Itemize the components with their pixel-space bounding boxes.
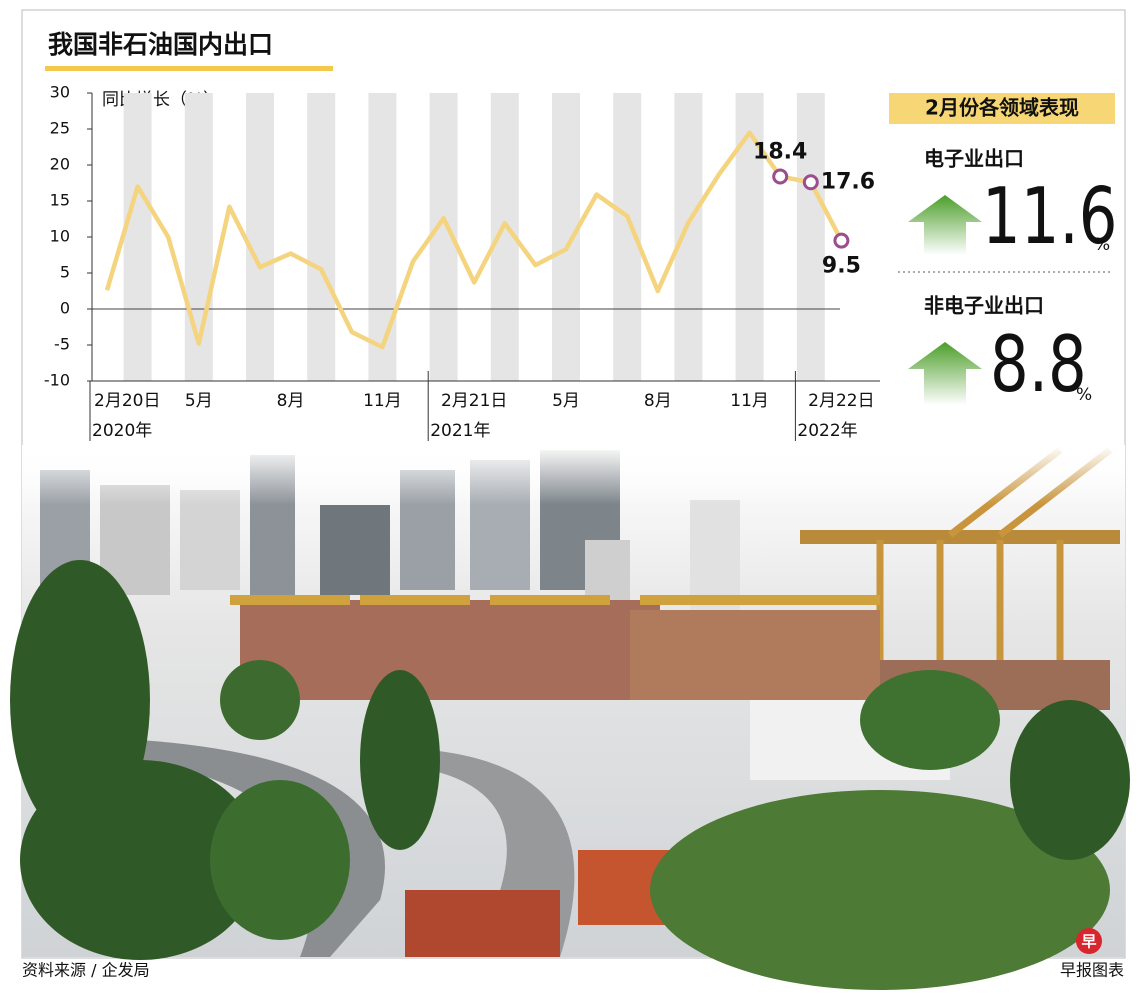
data-label: 9.5 (822, 254, 861, 279)
line (104, 130, 844, 350)
point-marker (772, 168, 789, 185)
item-value: 8.8 (990, 320, 1087, 410)
stripe (184, 93, 213, 381)
stripe (246, 93, 274, 381)
up-arrow (908, 342, 982, 405)
logo-badge (1076, 928, 1102, 954)
item-label: 电子业出口 (924, 147, 1024, 171)
y-tick-label: -5 (54, 335, 70, 354)
stripe (552, 93, 580, 381)
logo: 早 (1081, 933, 1096, 951)
stripe (674, 93, 703, 381)
y-tick-label: 15 (50, 191, 70, 210)
item-unit: % (1094, 235, 1110, 255)
stripe (368, 93, 397, 381)
title-underline (45, 66, 333, 71)
y-tick-label: 30 (50, 83, 70, 102)
x-tick-label: 2月20日 (94, 391, 160, 411)
y-tick-label: 20 (50, 155, 70, 174)
x-tick-label: 8月 (644, 391, 672, 411)
x-tick-label: 11月 (363, 391, 402, 411)
x-sublabel: 2021年 (430, 421, 490, 441)
stripe (307, 93, 336, 381)
x-tick-label: 5月 (185, 391, 213, 411)
item-unit: % (1076, 385, 1092, 405)
source: 资料来源 / 企发局 (22, 961, 150, 980)
x-tick-label: 2月21日 (441, 391, 507, 411)
item-label: 非电子业出口 (924, 294, 1044, 318)
y-tick-label: 0 (60, 299, 70, 318)
y-tick-label: 10 (50, 227, 70, 246)
point-marker (833, 232, 850, 249)
x-sublabel: 2020年 (92, 421, 152, 441)
plot: -10 -5 0 5 10 15 20 25 30 2月20日 5月 8月 11月 2月21日 5月 8月 11… (44, 83, 880, 441)
x-tick-label: 8月 (277, 391, 305, 411)
y-tick-label: 25 (50, 119, 70, 138)
panel-title-bg (889, 93, 1115, 124)
stripe (735, 93, 764, 381)
item-value: 11.6 (982, 172, 1117, 262)
x-sublabel: 2022年 (797, 421, 857, 441)
chart-title: 我国非石油国内出口 (48, 30, 273, 59)
data-label: 17.6 (821, 169, 875, 194)
x-tick-label: 11月 (730, 391, 769, 411)
x-tick-label: 5月 (552, 391, 580, 411)
x-tick-label: 2月22日 (808, 391, 874, 411)
y-tick-label: -10 (44, 371, 70, 390)
photo (10, 445, 1130, 990)
up-arrow (908, 195, 982, 255)
stripe (796, 93, 825, 381)
panel-title: 2月份各领域表现 (925, 96, 1079, 120)
credit: 早报图表 (1060, 961, 1124, 980)
y-tick-label: 5 (60, 263, 70, 282)
point-marker (802, 174, 819, 191)
stripe (123, 93, 152, 381)
data-label: 18.4 (753, 140, 807, 165)
